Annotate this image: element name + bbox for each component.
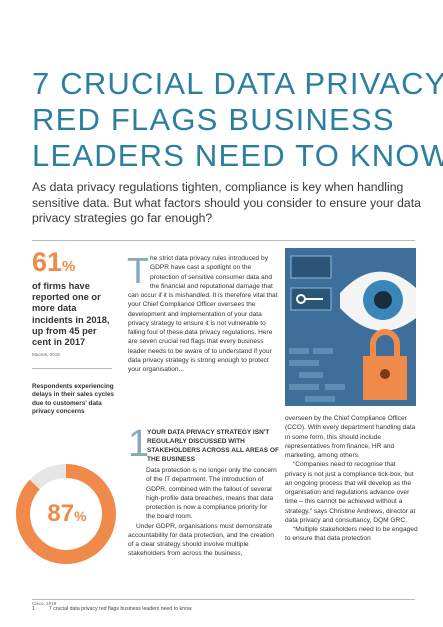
stat-text: of firms have reported one or more data … <box>32 281 110 348</box>
pupil <box>374 291 392 309</box>
drop-cap: T <box>127 250 149 291</box>
stat-unit: % <box>62 258 76 275</box>
section-body: Data protection is no longer only the co… <box>128 466 278 559</box>
keyhole <box>380 369 390 379</box>
title-line: RED FLAGS BUSINESS <box>32 102 395 137</box>
stat-number: 61 <box>32 247 63 277</box>
paragraph: Data protection is no longer only the co… <box>146 467 277 521</box>
donut <box>16 464 116 564</box>
subtitle: As data privacy regulations tighten, com… <box>32 180 421 225</box>
section-number: 1 <box>128 423 150 465</box>
drop-space <box>128 254 150 282</box>
shackle <box>370 329 400 358</box>
rule <box>32 368 112 369</box>
stat: 61% <box>32 247 75 278</box>
source: Cisco, 2019 <box>32 601 57 606</box>
donut-label: 87% <box>35 500 99 528</box>
footer: 1 7 crucial data privacy red flags busine… <box>32 606 192 612</box>
caption: Respondents experiencing delays in their… <box>32 383 115 416</box>
intro: he strict data privacy rules introduced … <box>128 254 278 374</box>
footer-text: 7 crucial data privacy red flags busines… <box>48 606 192 612</box>
paragraph: “Multiple stakeholders need to be engage… <box>285 526 418 543</box>
rule <box>32 599 415 600</box>
bricks <box>289 348 345 402</box>
section-body: overseen by the Chief Compliance Officer… <box>285 414 418 544</box>
illustration <box>285 248 416 406</box>
title: 7 CRUCIAL DATA PRIVACY RED FLAGS BUSINES… <box>32 66 443 174</box>
page-number: 1 <box>32 606 35 612</box>
paragraph: “Companies need to recognise that privac… <box>285 461 416 524</box>
paragraph: overseen by the Chief Compliance Officer… <box>285 415 416 459</box>
title-line: LEADERS NEED TO KNOW <box>32 138 443 173</box>
donut-number: 87 <box>47 500 75 527</box>
card <box>290 255 332 279</box>
donut-unit: % <box>74 508 87 524</box>
rule <box>32 240 415 241</box>
title-line: 7 CRUCIAL DATA PRIVACY <box>32 66 443 101</box>
donut-arc <box>16 464 116 564</box>
section-heading: YOUR DATA PRIVACY STRATEGY ISN'T REGULAR… <box>147 429 279 463</box>
source: Macros, 2019 <box>32 352 60 357</box>
paragraph: Under GDPR, organisations must demonstra… <box>128 522 274 558</box>
intro-text: he strict data privacy rules introduced … <box>128 255 278 373</box>
